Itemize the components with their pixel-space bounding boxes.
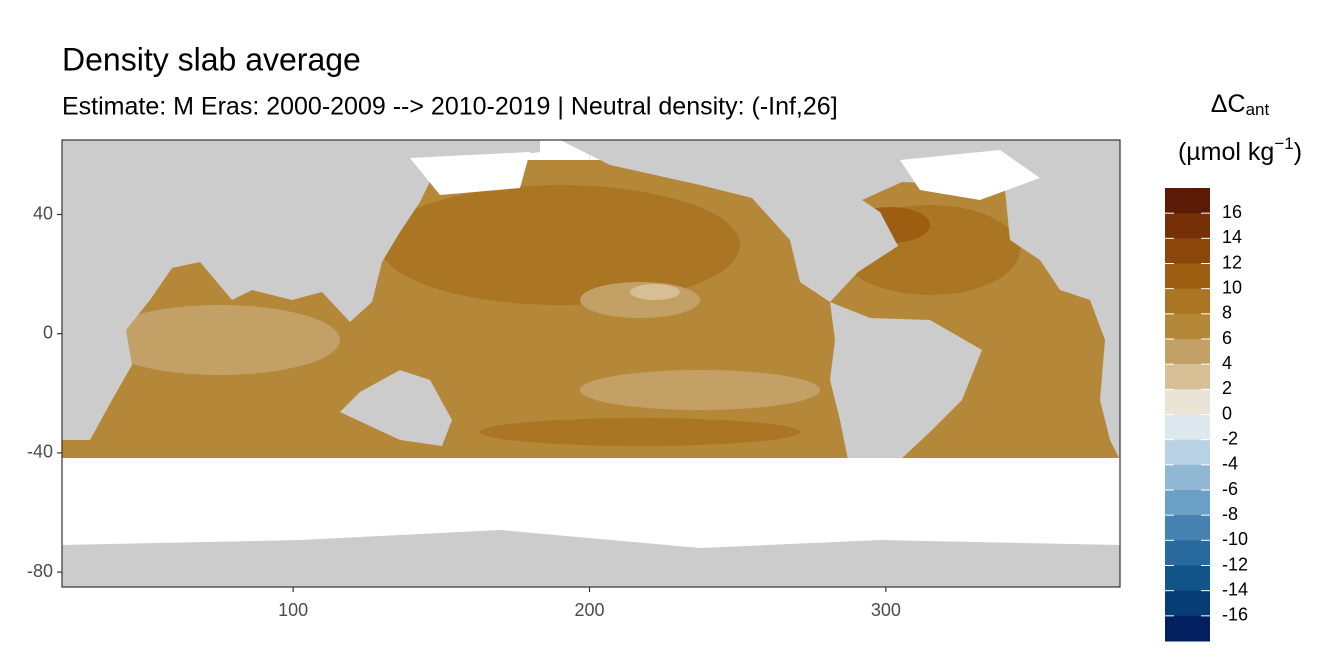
colorbar-bin	[1165, 364, 1210, 390]
chart-title: Density slab average	[62, 41, 361, 77]
no-data	[900, 150, 1040, 200]
colorbar-bin	[1165, 288, 1210, 315]
ocean-field	[580, 370, 820, 410]
land-antarctica	[62, 530, 1120, 587]
colorbar-bin	[1165, 615, 1210, 642]
y-tick-label: -80	[27, 561, 53, 581]
colorbar-bin	[1165, 414, 1210, 441]
colorbar-bin	[1165, 464, 1210, 491]
colorbar-bin	[1165, 540, 1210, 566]
colorbar-label: 16	[1222, 202, 1242, 222]
colorbar-label: 10	[1222, 277, 1242, 297]
ocean-field	[380, 185, 740, 305]
no-data	[410, 152, 530, 195]
colorbar-label: -8	[1222, 504, 1238, 524]
y-tick-label: -40	[27, 442, 53, 462]
colorbar-bin	[1165, 339, 1210, 365]
x-tick-label: 100	[278, 600, 308, 620]
colorbar-label: 4	[1222, 353, 1232, 373]
colorbar-label: -6	[1222, 479, 1238, 499]
chart-subtitle: Estimate: M Eras: 2000-2009 --> 2010-201…	[62, 93, 838, 121]
ocean-field	[630, 284, 680, 300]
colorbar-bin	[1165, 313, 1210, 340]
y-tick-label: 40	[33, 203, 53, 223]
ocean-field	[100, 305, 340, 375]
legend-unit-end: )	[1294, 138, 1302, 166]
colorbar-bin	[1165, 490, 1210, 516]
colorbar-bin	[1165, 213, 1210, 239]
legend-unit-sup: −1	[1274, 134, 1293, 153]
colorbar-label: 0	[1222, 403, 1232, 423]
land-australia	[340, 370, 452, 446]
panel-border	[61, 139, 1121, 588]
no-data	[62, 458, 1120, 545]
land-eurasia-africa	[62, 140, 540, 440]
land-europe-africa	[1000, 140, 1120, 460]
land-south-america	[830, 302, 982, 495]
colorbar-bin	[1165, 565, 1210, 592]
colorbar-bin	[1165, 439, 1210, 466]
colorbar-bin	[1165, 389, 1210, 415]
colorbar-bin	[1165, 590, 1210, 617]
colorbar-label: -2	[1222, 428, 1238, 448]
x-tick-label: 300	[871, 600, 901, 620]
colorbar-bin	[1165, 188, 1210, 214]
legend-title: ΔCant	[1211, 90, 1270, 120]
colorbar-bin	[1165, 515, 1210, 541]
colorbar-label: 2	[1222, 378, 1232, 398]
colorbar-label: 8	[1222, 303, 1232, 323]
colorbar-label: -14	[1222, 579, 1248, 599]
colorbar-label: 6	[1222, 328, 1232, 348]
map-layer	[62, 140, 1120, 587]
colorbar-label: -12	[1222, 554, 1248, 574]
colorbar-label: -16	[1222, 605, 1248, 625]
colorbar-label: -4	[1222, 454, 1238, 474]
colorbar-label: 12	[1222, 252, 1242, 272]
x-tick-label: 200	[574, 600, 604, 620]
ocean-field	[480, 418, 800, 446]
colorbar-label: 14	[1222, 227, 1242, 247]
legend-title-main: ΔC	[1211, 90, 1246, 118]
legend: 16 14 12 10 8 6 4 2 0 -2 -4 -6 -8 -10 -12 -14 -16	[1165, 188, 1248, 642]
colorbar-bin	[1165, 238, 1210, 264]
colorbar-label: -10	[1222, 529, 1248, 549]
legend-unit: (µmol kg−1)	[1178, 134, 1302, 165]
legend-title-sub: ant	[1246, 100, 1270, 119]
colorbar-bin	[1165, 263, 1210, 290]
y-tick-label: 0	[43, 322, 53, 342]
legend-unit-main: (µmol kg	[1178, 138, 1274, 166]
